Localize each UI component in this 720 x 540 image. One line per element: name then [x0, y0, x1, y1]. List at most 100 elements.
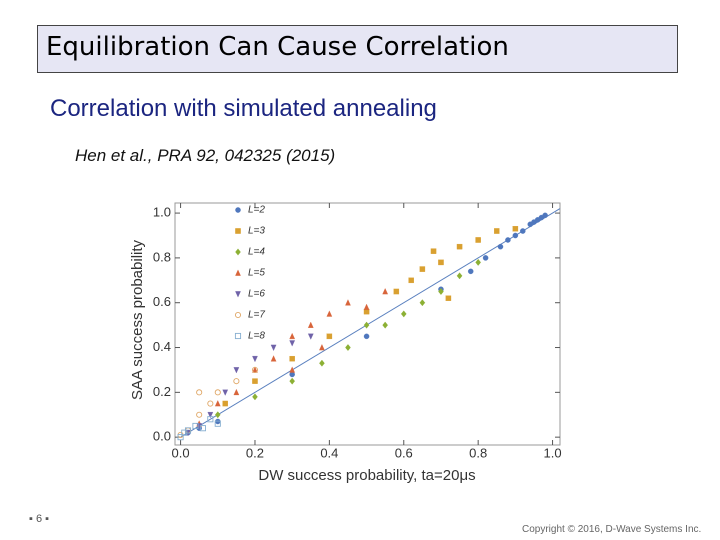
point	[270, 344, 277, 351]
point	[252, 378, 258, 384]
point	[467, 268, 474, 275]
point	[196, 389, 203, 396]
point	[419, 266, 426, 272]
point	[542, 212, 548, 219]
y-tick-label: 0.0	[153, 429, 171, 444]
x-tick-label: 0.0	[172, 445, 190, 460]
x-tick-label: 1.0	[544, 445, 562, 460]
point	[497, 243, 504, 250]
point	[196, 411, 203, 418]
point	[438, 288, 444, 295]
y-tick-label: 0.6	[153, 294, 171, 309]
legend-marker	[234, 332, 242, 340]
legend-label: L=8	[248, 331, 265, 342]
slide-title: Equilibration Can Cause Correlation	[46, 32, 509, 62]
plot-frame	[174, 202, 561, 446]
legend-marker	[234, 311, 242, 319]
point	[207, 400, 214, 407]
legend-label: L=7	[248, 310, 265, 321]
point	[456, 272, 463, 280]
point	[430, 248, 437, 254]
point	[222, 400, 228, 407]
point	[307, 321, 314, 328]
point	[214, 411, 221, 419]
point	[289, 332, 296, 340]
point	[408, 277, 414, 284]
point	[475, 237, 481, 243]
page-number-text: 6	[35, 513, 43, 525]
legend-label: L=6	[248, 289, 265, 300]
point	[207, 416, 214, 423]
point	[307, 333, 314, 340]
point	[326, 333, 333, 340]
point	[505, 237, 511, 243]
point	[494, 228, 500, 234]
point	[393, 288, 400, 295]
point	[192, 422, 199, 430]
point	[475, 258, 481, 266]
legend-marker	[235, 228, 241, 234]
point	[214, 389, 221, 396]
page-number: ▪ 6 ▪	[29, 513, 50, 525]
point	[184, 427, 192, 434]
point	[270, 355, 277, 362]
point	[289, 340, 296, 347]
y-tick-label: 0.8	[153, 249, 171, 264]
subtitle: Correlation with simulated annealing	[50, 95, 437, 122]
legend-label: L=2	[248, 205, 265, 216]
point	[363, 333, 370, 340]
legend-label: L=3	[248, 226, 265, 237]
point	[363, 303, 370, 310]
y-axis-label: SAA success probability	[129, 239, 146, 400]
point	[251, 366, 259, 373]
point	[233, 388, 240, 396]
y-tick-label: 1.0	[153, 205, 171, 220]
point	[233, 378, 240, 385]
x-tick-label: 0.8	[469, 445, 487, 460]
x-tick-label: 0.2	[246, 445, 264, 460]
x-tick-label: 0.6	[395, 445, 413, 460]
point	[445, 295, 452, 301]
point	[512, 232, 519, 239]
point	[289, 355, 295, 362]
point	[456, 243, 463, 250]
point	[214, 400, 221, 407]
point	[319, 359, 325, 367]
point	[326, 310, 333, 317]
x-axis-label: DW success probability, ta=20μs	[258, 467, 475, 484]
citation: Hen et al., PRA 92, 042325 (2015)	[75, 146, 336, 165]
point	[382, 321, 388, 329]
legend-marker	[235, 269, 241, 276]
point	[177, 434, 184, 441]
x-tick-label: 0.4	[320, 445, 338, 460]
legend-marker	[235, 248, 241, 256]
point	[520, 228, 526, 234]
y-tick-label: 0.2	[153, 384, 171, 399]
point	[419, 299, 426, 307]
point	[199, 425, 206, 432]
point	[214, 420, 221, 427]
point	[512, 226, 519, 232]
point	[482, 255, 489, 261]
point	[252, 393, 258, 401]
point	[438, 259, 444, 266]
point	[233, 367, 240, 374]
y-tick-label: 0.4	[153, 339, 171, 354]
point	[382, 288, 389, 295]
point	[319, 344, 325, 351]
legend-marker	[235, 291, 241, 298]
point	[289, 366, 296, 373]
point	[400, 310, 407, 318]
point	[289, 377, 295, 385]
point	[222, 389, 229, 396]
legend-label: L=5	[248, 268, 265, 279]
legend-label: L=4	[248, 247, 265, 258]
point	[345, 344, 351, 351]
legend-marker	[235, 207, 241, 213]
point	[207, 411, 214, 419]
point	[252, 355, 258, 363]
copyright: Copyright © 2016, D-Wave Systems Inc.	[522, 524, 702, 535]
point	[363, 321, 370, 329]
